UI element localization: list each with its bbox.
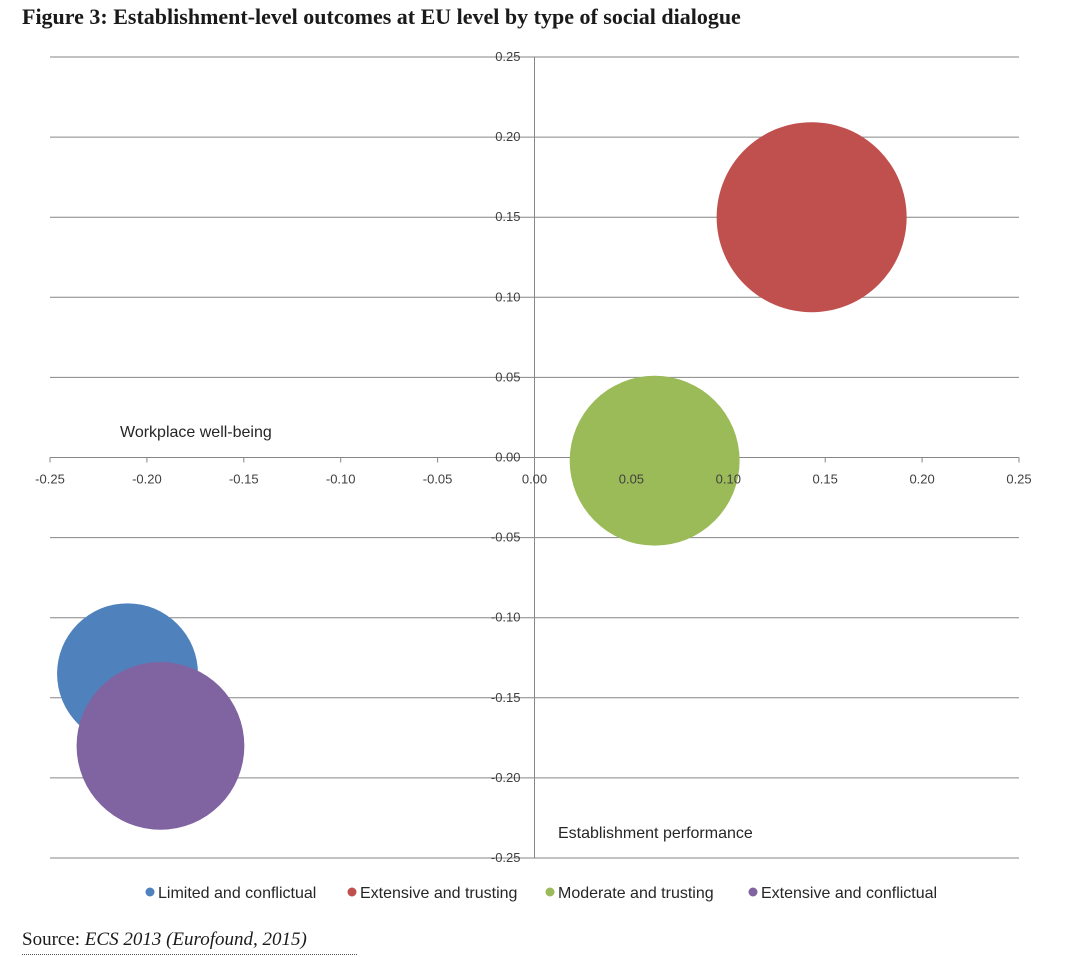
- y-tick-label-9: -0.20: [491, 770, 521, 785]
- x-tick-label-6: 0.05: [619, 472, 644, 487]
- y-tick-label-6: -0.05: [491, 530, 521, 545]
- bubble-1: [716, 122, 907, 313]
- y-tick-label-1: 0.20: [495, 129, 520, 144]
- x-tick-label-1: -0.20: [132, 472, 162, 487]
- x-tick-label-7: 0.10: [716, 472, 741, 487]
- x-tick-label-4: -0.05: [423, 472, 453, 487]
- x-tick-label-3: -0.10: [326, 472, 356, 487]
- x-tick-label-5: 0.00: [522, 472, 547, 487]
- x-tick-label-9: 0.20: [909, 472, 934, 487]
- y-tick-label-7: -0.10: [491, 610, 521, 625]
- legend-label-3: Extensive and conflictual: [761, 885, 937, 902]
- bubble-2: [569, 375, 740, 546]
- y-tick-label-3: 0.10: [495, 289, 520, 304]
- source-citation: ECS 2013 (Eurofound, 2015): [84, 929, 307, 950]
- y-tick-label-4: 0.05: [495, 369, 520, 384]
- y-tick-label-0: 0.25: [495, 49, 520, 64]
- y-tick-label-2: 0.15: [495, 209, 520, 224]
- y-tick-label-8: -0.15: [491, 690, 521, 705]
- source-note: Source: ECS 2013 (Eurofound, 2015): [22, 929, 307, 951]
- x-tick-label-0: -0.25: [35, 472, 65, 487]
- legend-marker-2: [545, 887, 555, 897]
- bubble-3: [76, 661, 245, 830]
- x-tick-label-2: -0.15: [229, 472, 259, 487]
- legend-label-0: Limited and conflictual: [158, 885, 316, 902]
- y-tick-label-10: -0.25: [491, 850, 521, 865]
- y-tick-label-5: 0.00: [495, 450, 520, 465]
- x-axis-title: Establishment performance: [558, 825, 753, 842]
- legend-marker-3: [748, 887, 758, 897]
- footnote-rule: [22, 954, 357, 955]
- figure-title: Figure 3: Establishment-level outcomes a…: [22, 4, 741, 29]
- x-tick-label-10: 0.25: [1006, 472, 1031, 487]
- y-axis-title: Workplace well-being: [120, 424, 272, 441]
- legend-marker-0: [145, 887, 155, 897]
- legend-label-1: Extensive and trusting: [360, 885, 517, 902]
- legend-marker-1: [347, 887, 357, 897]
- bubble-chart: 0.25 0.20 0.15 0.10 0.05 0.00 -0.05 -0.10 -0.15 -…: [35, 49, 1031, 902]
- legend-label-2: Moderate and trusting: [558, 885, 714, 902]
- x-tick-label-8: 0.15: [813, 472, 838, 487]
- source-label: Source:: [22, 929, 81, 950]
